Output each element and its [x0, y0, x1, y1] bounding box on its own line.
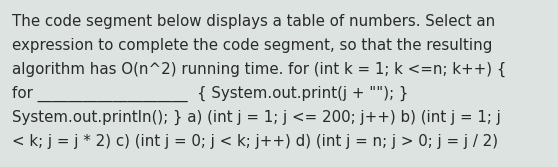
- Text: < k; j = j * 2) c) (int j = 0; j < k; j++) d) (int j = n; j > 0; j = j / 2): < k; j = j * 2) c) (int j = 0; j < k; j+…: [12, 134, 498, 149]
- Text: The code segment below displays a table of numbers. Select an: The code segment below displays a table …: [12, 14, 496, 29]
- Text: algorithm has O(n^2) running time. for (int k = 1; k <=n; k++) {: algorithm has O(n^2) running time. for (…: [12, 62, 506, 77]
- Text: for ____________________  { System.out.print(j + ""); }: for ____________________ { System.out.pr…: [12, 86, 408, 102]
- Text: expression to complete the code segment, so that the resulting: expression to complete the code segment,…: [12, 38, 492, 53]
- Text: System.out.println(); } a) (int j = 1; j <= 200; j++) b) (int j = 1; j: System.out.println(); } a) (int j = 1; j…: [12, 110, 501, 125]
